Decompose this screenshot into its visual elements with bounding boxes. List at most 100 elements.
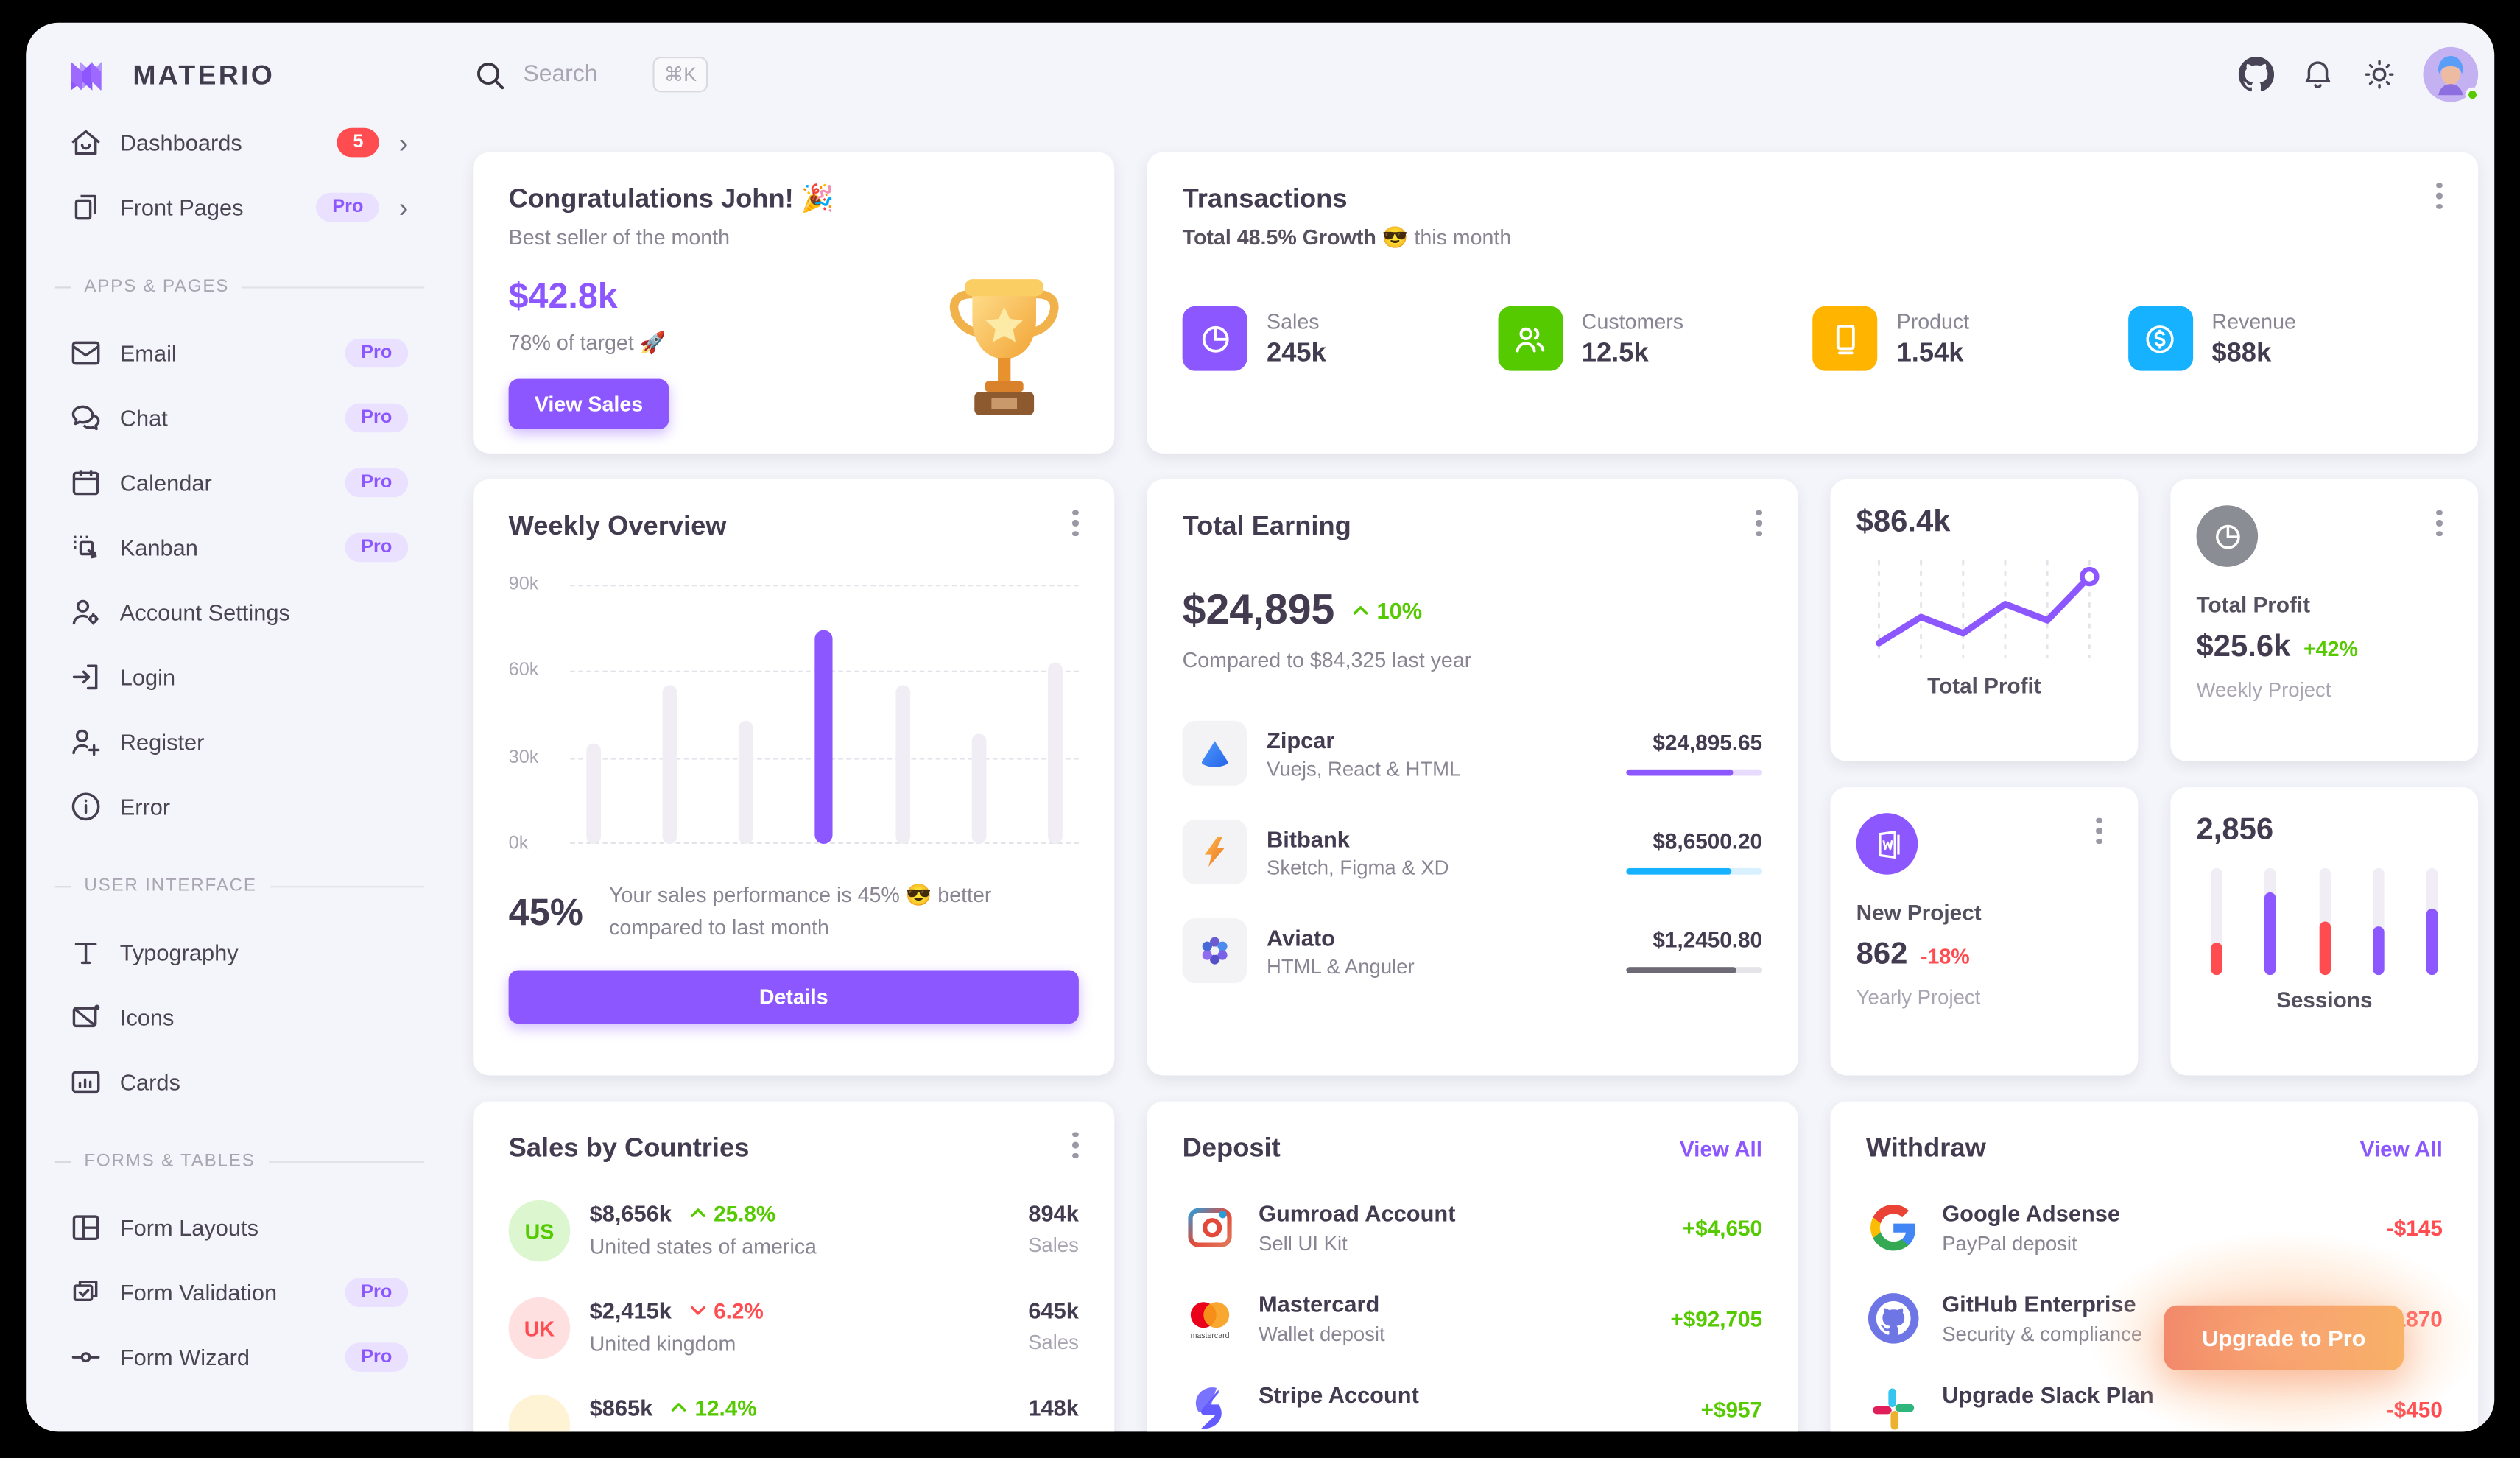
theme-sun-icon[interactable]: [2362, 57, 2397, 92]
transaction-stat: Revenue $88k: [2127, 306, 2443, 371]
country-row[interactable]: US $8,656k 25.8% Uni: [508, 1200, 1079, 1262]
section-header: FORMS & TABLES: [54, 1114, 425, 1195]
sidebar-item[interactable]: Chat Pro: [55, 385, 424, 450]
sessions-card: 2,856 Sessions: [2170, 786, 2479, 1076]
sidebar-item[interactable]: Icons: [55, 985, 424, 1049]
brand[interactable]: MATERIO: [55, 46, 424, 110]
materio-logo-icon: [68, 58, 116, 94]
github-icon[interactable]: [2239, 57, 2274, 92]
performance-description: Your sales performance is 45% 😎 better c…: [609, 882, 992, 940]
more-options-button[interactable]: [2423, 178, 2455, 214]
document-icon: [1856, 813, 1918, 875]
more-options-button[interactable]: [1059, 505, 1091, 540]
notifications-bell-icon[interactable]: [2300, 57, 2335, 92]
sidebar-item[interactable]: Kanban Pro: [55, 515, 424, 580]
sidebar-item[interactable]: Form Wizard Pro: [55, 1325, 424, 1390]
session-bar: [2426, 867, 2438, 976]
stat-icon: [2127, 306, 2193, 371]
sidebar-item-icon: [68, 1339, 103, 1375]
total-profit-line-chart: [1876, 560, 2100, 658]
weekly-bar: [895, 685, 910, 844]
sidebar-item-icon: [68, 335, 103, 370]
account-logo: [1183, 1200, 1238, 1256]
upgrade-to-pro-button[interactable]: Upgrade to Pro: [2034, 1202, 2495, 1432]
account-logo: [1866, 1200, 1921, 1256]
app-window: MATERIO Dashboards 5 ›: [26, 22, 2495, 1432]
company-logo: [1182, 720, 1247, 786]
y-axis-tick: 60k: [508, 661, 539, 681]
sidebar-item[interactable]: Dashboards 5 ›: [55, 110, 424, 175]
sidebar-item[interactable]: Form Validation Pro: [55, 1260, 424, 1325]
sidebar-item[interactable]: Login: [55, 644, 424, 709]
details-button[interactable]: Details: [508, 971, 1079, 1024]
sales-by-countries-card: Sales by Countries US $8,656k: [473, 1101, 1115, 1432]
more-options-button[interactable]: [1059, 1127, 1091, 1163]
growth-text: Total 48.5% Growth 😎: [1182, 225, 1409, 250]
stat-icon: [1812, 306, 1878, 371]
card-title: Deposit: [1182, 1133, 1281, 1163]
earning-trend: 10%: [1348, 597, 1422, 623]
sidebar-item-icon: [68, 465, 103, 500]
sidebar-item[interactable]: Form Layouts: [55, 1195, 424, 1260]
sidebar-item-icon: [68, 124, 103, 160]
country-row[interactable]: UK $2,415k 6.2% Unit: [508, 1297, 1079, 1359]
card-title: Congratulations John! 🎉: [508, 184, 835, 214]
sidebar-item-icon: [68, 1275, 103, 1310]
sidebar-item[interactable]: Email Pro: [55, 321, 424, 386]
stat-icon: [1497, 306, 1563, 371]
sidebar-item[interactable]: Front Pages Pro ›: [55, 175, 424, 240]
section-header: USER INTERFACE: [54, 839, 425, 920]
y-axis-tick: 90k: [508, 574, 539, 595]
sidebar-item-icon: [68, 659, 103, 694]
weekly-bar: [971, 734, 987, 844]
sidebar-item[interactable]: Calendar Pro: [55, 450, 424, 515]
card-title: Total Earning: [1182, 512, 1351, 541]
total-earning-card: Total Earning $24,895 10% Compared to $8…: [1147, 479, 1798, 1076]
country-avatar: UK: [508, 1297, 571, 1359]
deposit-amount: +$4,650: [1682, 1215, 1763, 1240]
dashboard-grid: Congratulations John! 🎉 Best seller of t…: [473, 152, 2479, 1432]
progress-bar: [1626, 967, 1763, 973]
sidebar-item-icon: [68, 934, 103, 970]
sidebar-item-icon: [68, 789, 103, 824]
country-row[interactable]: $865k 12.4% 148k: [508, 1394, 1079, 1432]
account-logo: [1866, 1291, 1921, 1346]
sidebar-item[interactable]: Typography: [55, 920, 424, 985]
sidebar-item[interactable]: Register: [55, 709, 424, 774]
earning-row[interactable]: Aviato HTML & Anguler $1,2450.80: [1182, 918, 1763, 984]
deposit-view-all-link[interactable]: View All: [1679, 1137, 1763, 1162]
project-count: 862: [1856, 937, 1908, 972]
view-sales-button[interactable]: View Sales: [508, 378, 669, 429]
pie-chart-icon: [2196, 505, 2259, 567]
sidebar-badge: Pro: [345, 403, 409, 433]
user-avatar[interactable]: [2423, 46, 2480, 102]
weekly-bar: [586, 743, 602, 844]
withdraw-view-all-link[interactable]: View All: [2359, 1137, 2443, 1162]
card-subtitle: Best seller of the month: [508, 225, 731, 250]
sidebar-badge: Pro: [345, 1342, 409, 1372]
total-earning-amount: $24,895: [1182, 585, 1335, 634]
y-axis-tick: 0k: [508, 834, 529, 854]
profit-amount: $25.6k: [2196, 630, 2291, 664]
congratulations-card: Congratulations John! 🎉 Best seller of t…: [473, 152, 1115, 454]
card-title: Transactions: [1182, 184, 1348, 214]
deposit-row[interactable]: Gumroad Account Sell UI Kit +$4,650: [1183, 1200, 1762, 1256]
more-options-button[interactable]: [1743, 505, 1775, 540]
earning-row[interactable]: Bitbank Sketch, Figma & XD $8,6500.20: [1182, 819, 1763, 884]
sidebar-item[interactable]: Account Settings: [55, 580, 424, 644]
chevron-right-icon: ›: [398, 191, 409, 223]
search-box[interactable]: ⌘K: [473, 56, 708, 93]
country-avatar: [508, 1394, 571, 1432]
card-title: Sales by Countries: [508, 1133, 750, 1163]
growth-period: this month: [1414, 225, 1512, 250]
deposit-row[interactable]: Mastercard Wallet deposit +$92,705: [1183, 1291, 1762, 1346]
deposit-row[interactable]: Stripe Account +$957: [1183, 1381, 1762, 1431]
sidebar-item[interactable]: Cards: [55, 1049, 424, 1114]
more-options-button[interactable]: [2083, 813, 2116, 848]
more-options-button[interactable]: [2423, 505, 2455, 540]
weekly-bar: [662, 685, 677, 844]
earning-row[interactable]: Zipcar Vuejs, React & HTML $24,895.65: [1182, 720, 1763, 786]
search-input[interactable]: [523, 61, 637, 88]
sidebar-item[interactable]: Error: [55, 774, 424, 839]
